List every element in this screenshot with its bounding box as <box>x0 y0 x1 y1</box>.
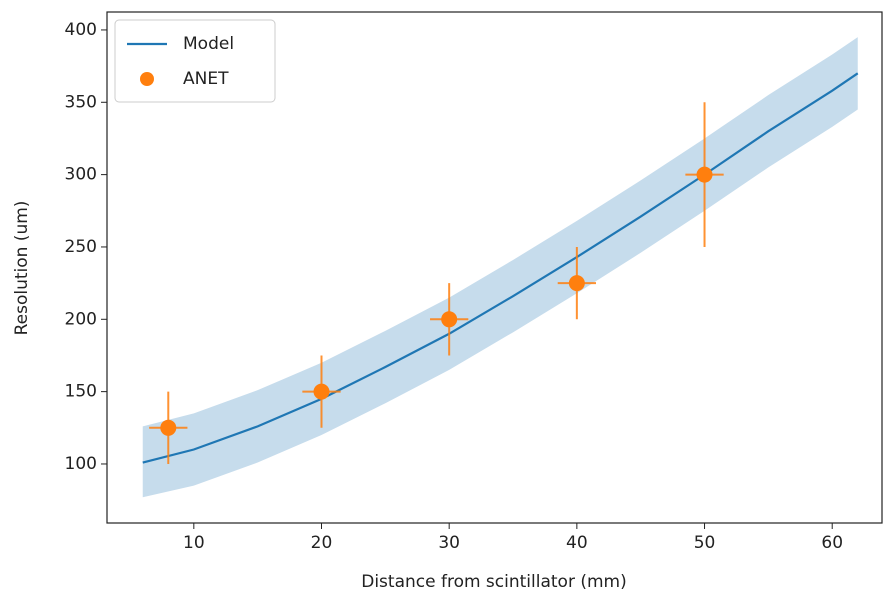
y-tick-label: 300 <box>65 165 97 185</box>
y-axis-label: Resolution (um) <box>12 201 32 336</box>
legend-label: ANET <box>183 69 229 89</box>
data-point <box>313 383 330 400</box>
axes-frame <box>106 11 883 524</box>
x-tick-label: 20 <box>311 533 333 553</box>
y-tick-label: 200 <box>65 309 97 329</box>
data-point <box>160 419 177 436</box>
model-line <box>142 72 859 464</box>
data-point <box>696 166 713 183</box>
x-tick-label: 10 <box>183 533 205 553</box>
data-point <box>441 311 458 328</box>
y-tick-label: 150 <box>65 382 97 402</box>
y-tick-label: 100 <box>65 454 97 474</box>
x-tick-label: 60 <box>821 533 843 553</box>
x-tick-label: 30 <box>438 533 460 553</box>
legend-swatch <box>140 72 154 86</box>
x-tick-label: 40 <box>566 533 588 553</box>
y-tick-label: 250 <box>65 237 97 257</box>
y-tick-label: 350 <box>65 92 97 112</box>
data-point <box>568 275 585 292</box>
y-tick-label: 400 <box>65 20 97 40</box>
x-axis-label: Distance from scintillator (mm) <box>361 572 627 592</box>
legend-box <box>114 19 276 103</box>
legend-label: Model <box>183 34 234 54</box>
x-tick-label: 50 <box>694 533 716 553</box>
